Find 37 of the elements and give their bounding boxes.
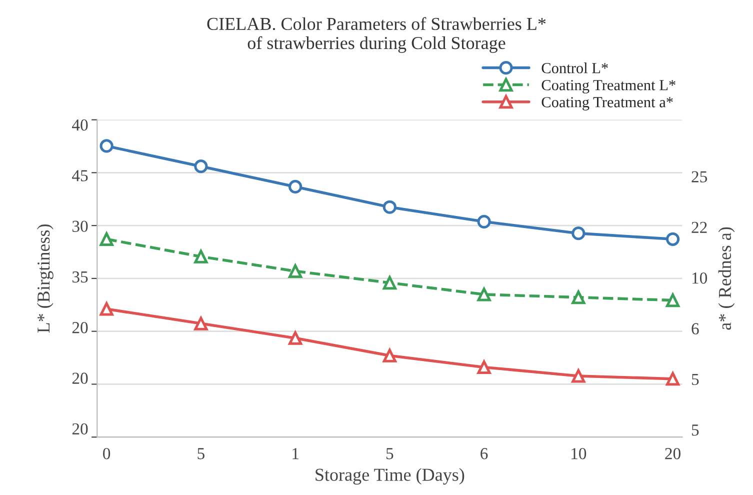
chart-title: CIELAB. Color Parameters of Strawberries L* of strawberries during Cold Storage	[207, 17, 546, 53]
point	[194, 316, 208, 330]
x-tick-label: 1	[292, 448, 298, 460]
point	[477, 214, 491, 228]
legend-label: Coating Treatment a*	[542, 97, 673, 110]
x-tick-label: 5	[198, 448, 204, 460]
x-tick-label: 5	[386, 448, 394, 460]
point	[477, 360, 491, 374]
text: 25 22 10 6 5 5	[692, 171, 708, 436]
point	[288, 264, 302, 278]
point	[194, 250, 208, 264]
text: 40 45 30 35 20 20 20	[72, 119, 88, 435]
point	[382, 348, 396, 362]
point	[100, 302, 114, 316]
point	[666, 293, 680, 308]
x-tick-label: 20	[665, 448, 680, 460]
y-axis-title: L* (Birgtiness)	[36, 224, 54, 333]
point	[572, 226, 586, 240]
x-axis-title: Storage Time (Days)	[316, 468, 464, 485]
point	[572, 290, 586, 304]
point	[288, 180, 302, 194]
point	[194, 160, 208, 174]
point	[477, 288, 491, 302]
x-tick-label: 6	[480, 448, 488, 460]
legend-label: Control L*	[542, 62, 608, 74]
point	[100, 232, 114, 246]
x-tick-label: 10	[572, 448, 586, 460]
point	[100, 139, 114, 153]
point	[666, 372, 680, 386]
point	[382, 200, 396, 214]
x-tick-label: 0	[103, 448, 110, 460]
point	[288, 331, 302, 345]
y2-axis-title: a* ( Rednes a)	[718, 227, 735, 330]
point	[666, 232, 680, 246]
point	[572, 369, 586, 383]
point	[382, 276, 396, 290]
legend-label: Coating Treatment L*	[542, 80, 676, 94]
